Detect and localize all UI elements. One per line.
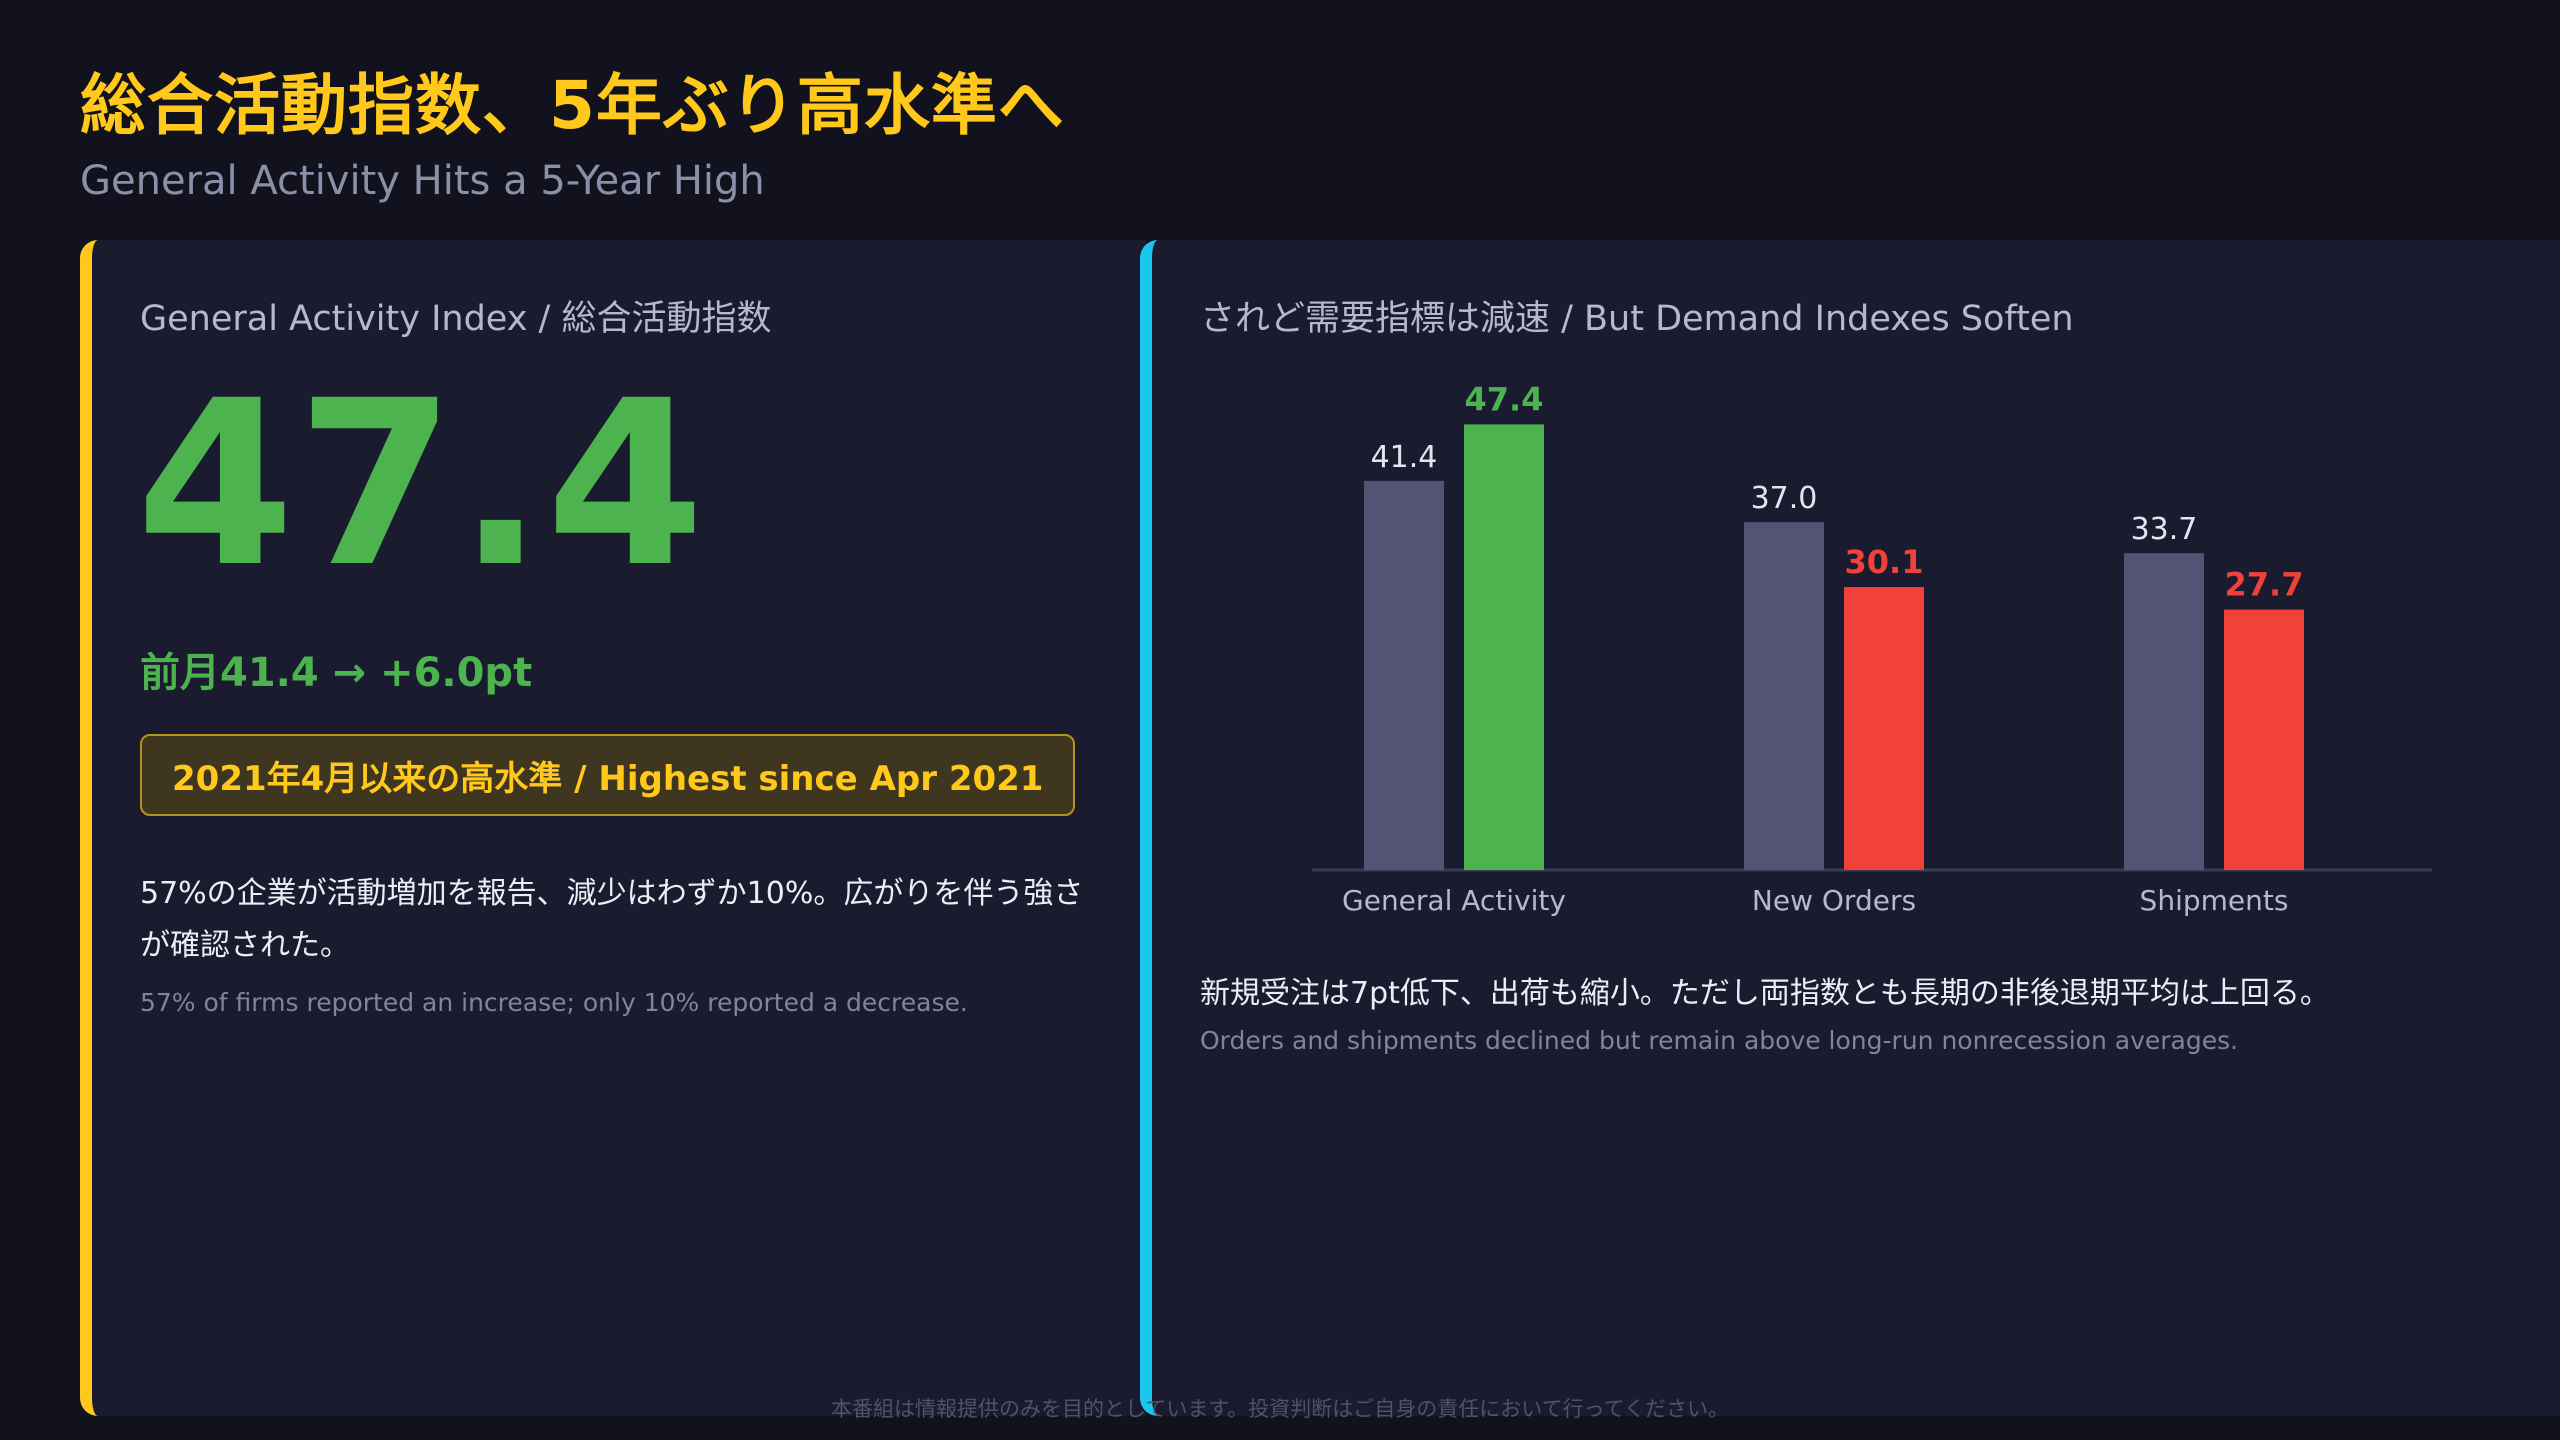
bar-shipments-prior xyxy=(2124,553,2204,870)
disclaimer: 本番組は情報提供のみを目的としています。投資判断はご自身の責任において行ってくだ… xyxy=(831,1397,1729,1421)
demand-indexes-note-jp: 新規受注は7pt低下、出荷も縮小。ただし両指数とも長期の非後退期平均は上回る。 xyxy=(1200,976,2330,1011)
highest-since-badge: 2021年4月以来の高水準 / Highest since Apr 2021 xyxy=(140,734,1076,816)
tick-label-new-orders: New Orders xyxy=(1752,884,1916,917)
general-activity-delta: 前月41.4 → +6.0pt xyxy=(140,650,533,696)
tick-label-shipments: Shipments xyxy=(2140,884,2289,917)
bar-general-activity-current xyxy=(1464,424,1544,870)
data-label-new-orders-prior: 37.0 xyxy=(1751,481,1818,516)
data-label-general-activity-current: 47.4 xyxy=(1465,380,1544,418)
bar-new-orders-current xyxy=(1844,587,1924,870)
bar-new-orders-prior xyxy=(1744,522,1824,870)
general-activity-value: 47.4 xyxy=(136,351,707,617)
general-activity-note-jp: 57%の企業が活動増加を報告、減少はわずか10%。広がりを伴う強さが確認された。 xyxy=(140,876,1084,963)
demand-indexes-panel: されど需要指標は減速 / But Demand Indexes Soften 4… xyxy=(1140,240,2560,1416)
general-activity-note-en: 57% of firms reported an increase; only … xyxy=(140,988,968,1017)
general-activity-panel-title: General Activity Index / 総合活動指数 xyxy=(140,299,772,339)
data-label-general-activity-prior: 41.4 xyxy=(1371,440,1438,475)
data-label-shipments-current: 27.7 xyxy=(2225,566,2304,604)
tick-label-general-activity: General Activity xyxy=(1342,884,1566,917)
bar-general-activity-prior xyxy=(1364,480,1444,870)
page-subtitle: General Activity Hits a 5-Year High xyxy=(80,158,765,204)
demand-bar-chart: 41.4 47.4 General Activity 37.0 30.1 New Orde… xyxy=(1312,380,2432,917)
data-label-shipments-prior: 33.7 xyxy=(2131,512,2198,547)
general-activity-panel: General Activity Index / 総合活動指数 47.4 前月4… xyxy=(80,240,1146,1416)
data-label-new-orders-current: 30.1 xyxy=(1845,543,1924,581)
page-title: 総合活動指数、5年ぶり高水準へ xyxy=(80,67,1065,144)
demand-indexes-note-en: Orders and shipments declined but remain… xyxy=(1200,1026,2239,1055)
bar-shipments-current xyxy=(2224,609,2304,870)
demand-indexes-panel-title: されど需要指標は減速 / But Demand Indexes Soften xyxy=(1200,299,2074,339)
